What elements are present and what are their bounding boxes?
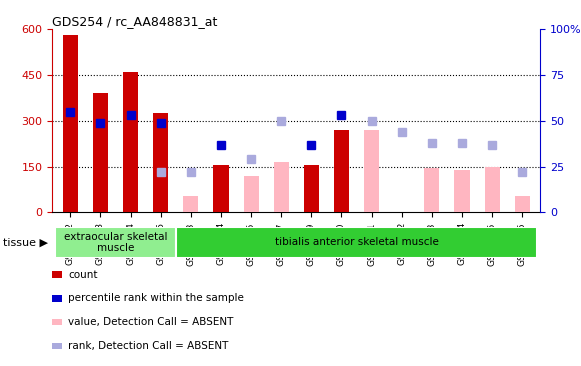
Bar xyxy=(184,195,198,212)
Text: rank, Detection Call = ABSENT: rank, Detection Call = ABSENT xyxy=(68,341,228,351)
Bar xyxy=(454,169,469,212)
Text: tissue ▶: tissue ▶ xyxy=(3,237,48,247)
Bar xyxy=(485,167,500,212)
Bar xyxy=(243,176,259,212)
Bar xyxy=(304,165,319,212)
Bar xyxy=(213,165,228,212)
Text: count: count xyxy=(68,269,98,280)
Text: extraocular skeletal
muscle: extraocular skeletal muscle xyxy=(64,232,167,253)
Bar xyxy=(55,227,176,258)
Bar xyxy=(274,162,289,212)
Text: GDS254 / rc_AA848831_at: GDS254 / rc_AA848831_at xyxy=(52,15,218,28)
Bar xyxy=(93,93,108,212)
Bar xyxy=(153,113,168,212)
Text: percentile rank within the sample: percentile rank within the sample xyxy=(68,293,244,303)
Bar xyxy=(424,168,439,212)
Bar xyxy=(334,130,349,212)
Bar xyxy=(123,72,138,212)
Text: value, Detection Call = ABSENT: value, Detection Call = ABSENT xyxy=(68,317,234,327)
Bar xyxy=(364,130,379,212)
Bar xyxy=(515,195,530,212)
Text: tibialis anterior skeletal muscle: tibialis anterior skeletal muscle xyxy=(275,238,439,247)
Bar xyxy=(63,36,78,212)
Bar xyxy=(176,227,537,258)
